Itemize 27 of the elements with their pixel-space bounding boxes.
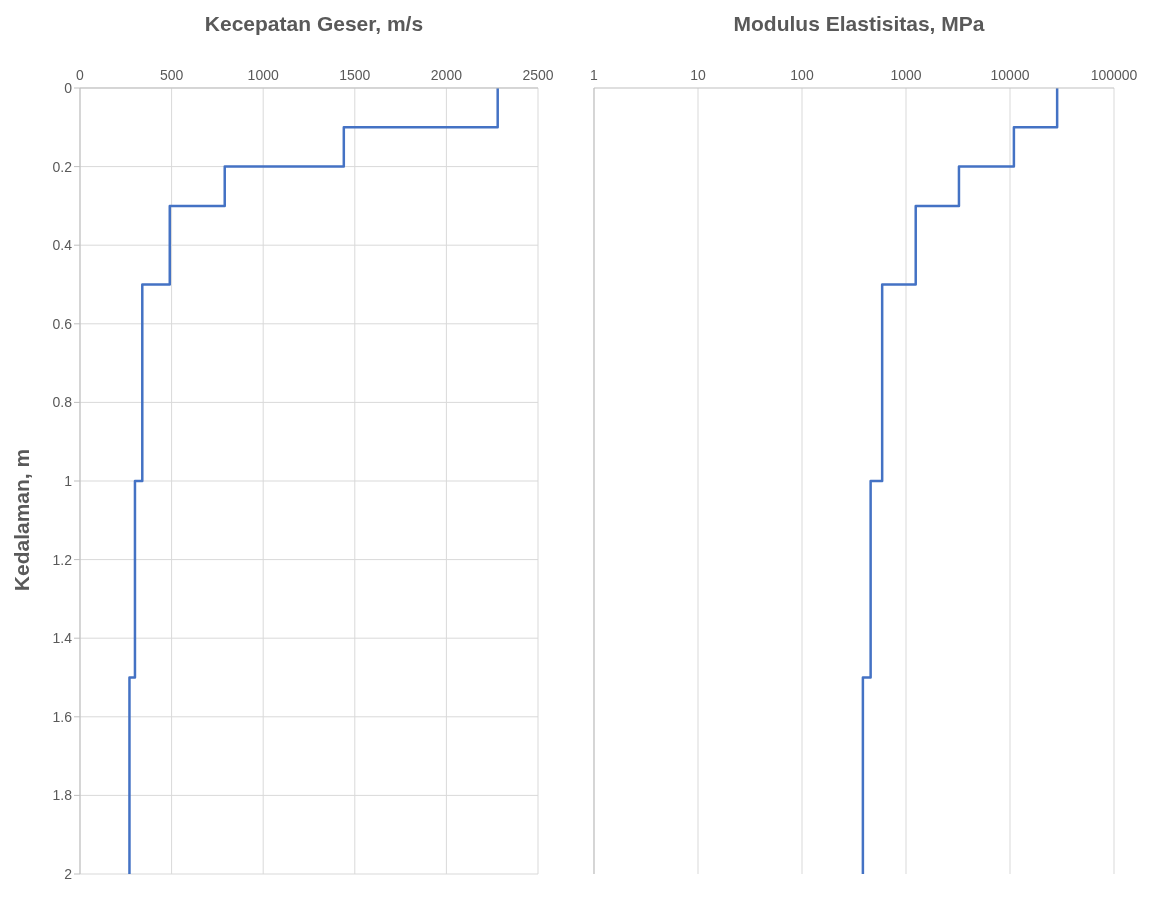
x-tick-label: 2500 [522,67,554,83]
line-series [128,88,499,874]
x-tick-label: 100 [790,67,814,83]
y-axis-title: Kedalaman, m [10,447,34,594]
y-tick-label: 0.6 [52,315,73,332]
y-tick-label: 0 [64,79,73,96]
x-tick-label: 10000 [990,67,1030,83]
y-tick-label: 2 [64,865,73,882]
y-tick-label: 1.4 [52,630,73,647]
x-tick-label: 0 [76,67,85,83]
y-tick-label: 1.8 [52,787,73,804]
chart-title: Modulus Elastisitas, MPa [732,12,986,36]
x-tick-label: 2000 [430,67,463,83]
y-tick-label: 1.6 [52,708,73,725]
y-tick-label: 1.2 [52,551,73,568]
y-tick-label: 1 [64,472,73,489]
x-tick-label: 1 [590,67,599,83]
x-tick-label: 1000 [890,67,922,83]
x-tick-label: 100000 [1090,67,1138,83]
x-tick-label: 1000 [247,67,279,83]
x-tick-label: 1500 [339,67,371,83]
chart-title: Kecepatan Geser, m/s [203,12,425,36]
y-tick-label: 0.2 [52,158,73,175]
y-tick-label: 0.4 [52,237,73,254]
y-tick-label: 0.8 [52,394,73,411]
x-tick-label: 500 [159,67,184,83]
x-tick-label: 10 [690,67,706,83]
